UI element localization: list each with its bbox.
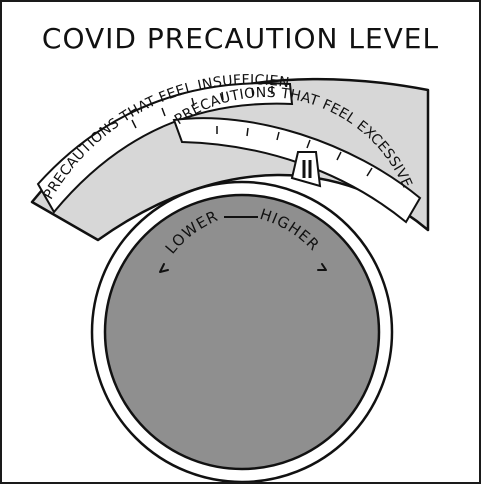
higher-arrow-icon <box>317 263 327 271</box>
knob-pointer <box>290 151 322 188</box>
excessive-label-strip <box>172 117 422 224</box>
lower-arrow-icon <box>159 263 169 273</box>
dial-knob[interactable] <box>103 193 381 471</box>
comic-title: COVID PRECAUTION LEVEL <box>41 22 440 55</box>
insufficient-label-strip <box>36 82 294 214</box>
scale-ticks <box>131 86 373 177</box>
